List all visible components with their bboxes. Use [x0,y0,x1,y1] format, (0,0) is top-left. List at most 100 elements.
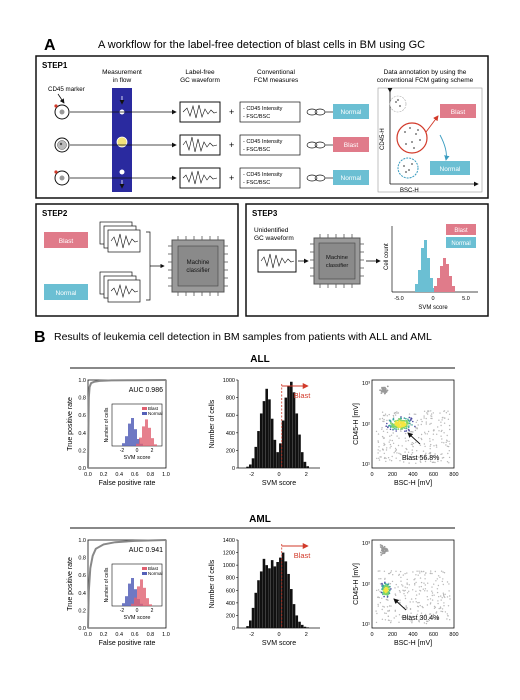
hist-bar [249,464,252,468]
scatter-point-gray [449,595,451,597]
scatter-point-gray [380,456,382,458]
scatter-point-gray [404,595,406,597]
col-waveform-1: Label-free [185,69,215,76]
step3-legend-normal: Normal [451,241,470,247]
scatter-point-gray [393,452,395,454]
normal-gate-circle [397,157,419,179]
scatter-point-gray [410,612,412,614]
scatter-point-gray [427,430,430,433]
scatter-point-gray [400,453,402,456]
scatter-point-gray [414,584,416,586]
scatter-point-gray [375,430,378,433]
scatter-point-gray [415,421,417,423]
scatter-point-gray [377,605,379,607]
scatter-point-gray [379,544,382,546]
scatter-point-gray [416,613,418,616]
scatter-point-gray [426,596,428,598]
roc-y-tick: 1.0 [78,378,86,384]
hist-bar [303,626,307,628]
scatter-point-gray [443,442,445,444]
step3-classifier-1: Machine [326,255,348,261]
scatter-x-tick: 200 [388,632,397,638]
row-label-normal [333,104,369,119]
flow-dot [119,169,125,175]
roc-y-tick: 0.4 [78,591,86,597]
scatter-point-blast [398,426,400,429]
scatter-point-gray [415,441,417,444]
scatter-point-gray [426,620,428,622]
scatter-point-gray [441,441,443,444]
gate-normal-label: Normal [440,166,462,173]
step3-waveform-trace [260,253,295,269]
scatter-point-gray [441,453,443,455]
scatter-point-gray [418,437,420,439]
step1-row-1: + - CD45 Intensity - FSC/BSC Normal [54,101,369,123]
scatter-ylabel: CD45-H [mV] [353,563,360,605]
scatter-point-gray [404,589,406,592]
scatter-point-blast [389,585,391,588]
scatter-y-tick: 10² [362,422,370,428]
scatter-point-gray [400,580,402,582]
scatter-point-gray [396,452,398,454]
scatter-point-gray [441,438,443,440]
scatter-point-gray [399,570,402,573]
scatter-point-gray [446,434,448,437]
roc-y-tick: 0.0 [78,626,86,632]
hist-bar [273,566,277,628]
scatter-point-gray [437,575,440,577]
scatter-point-blast [388,424,391,427]
scatter-point-blast [386,596,389,598]
scatter-point-gray [437,602,439,605]
inset-x-tick: -2 [120,448,125,454]
row-label-text: Normal [341,175,363,182]
roc-ylabel: True positive rate [67,557,74,611]
scatter-point-gray [433,605,436,608]
scatter-point-gray [406,578,408,581]
scatter-point-gray [442,592,444,594]
step3-histogram: Cell count Blast Normal -5.0 0 5.0 SVM s… [384,224,478,311]
scatter-point-gray [383,418,385,421]
scatter-point-gray [419,577,422,579]
scatter-point-blast [404,430,406,433]
step3-classifier-2: classifier [326,263,349,269]
inset-blast-bar [151,438,154,446]
hist-bar [276,562,279,628]
scatter-point-gray [433,594,435,596]
inset-blast-bar [142,426,145,446]
scatter-point-gray [408,462,410,464]
scatter-point-gray [386,415,388,417]
scatter-point-gray [446,440,448,442]
waveform-box [179,134,221,156]
hist-ylabel: Number of cells [209,399,216,448]
step3-box [245,203,489,317]
scatter-point-gray [418,593,420,595]
scatter-point-gray [404,437,406,439]
scatter-point-gray [406,587,408,589]
fcm-box [239,101,301,123]
scatter-point-gray [432,613,435,616]
roc-x-tick: 1.0 [162,472,170,478]
scatter-point-gray [396,435,398,437]
scatter-point-gray [409,608,412,611]
inset-blast-bar [131,603,134,606]
scatter-point-gray [405,440,407,442]
scatter-point-gray [409,424,412,426]
inset-normal-bar [134,429,137,446]
scatter-point-gray [395,583,397,586]
roc-y-tick: 0.4 [78,431,86,437]
scatter-point-gray [394,450,396,453]
scatter-point-gray [415,594,418,596]
scatter-point-gray [440,570,443,572]
scatter-point-blast [387,586,390,588]
scatter-point-gray [429,423,431,425]
scatter-point-gray [448,590,450,592]
inset-blast-bar [137,586,140,606]
scatter-point-gray [380,554,383,556]
scatter-point-gray [426,413,429,415]
scatter-point-gray [397,412,400,414]
plus-sign: + [229,107,234,117]
fcm-line-1: - CD45 Intensity [243,106,283,112]
roc-x-tick: 0.8 [147,472,155,478]
scatter-point-gray [383,452,385,455]
scatter-point-gray [424,457,426,459]
